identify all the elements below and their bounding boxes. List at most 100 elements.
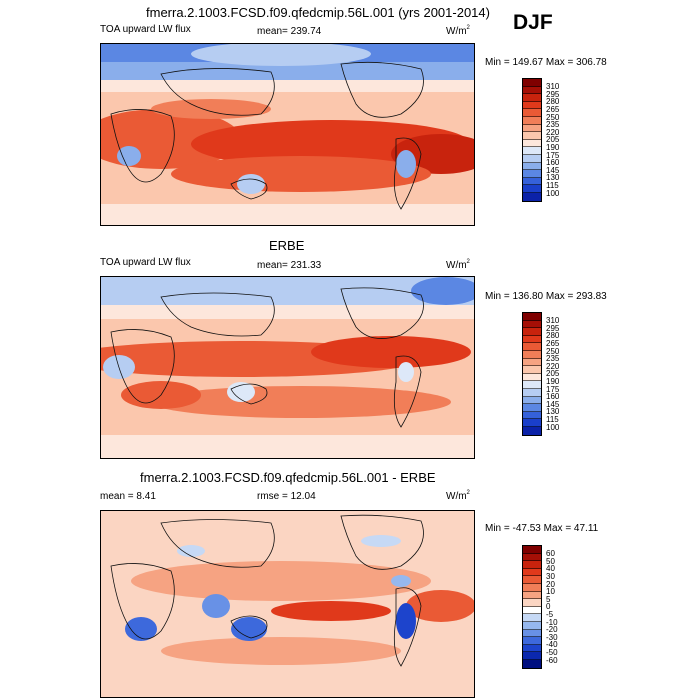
panel2-title: ERBE <box>269 238 305 253</box>
colorbar-label: -5 <box>546 609 554 619</box>
panel3-rmse-label: rmse = 12.04 <box>257 491 316 502</box>
colorbar-cell <box>523 659 541 668</box>
colorbar-cell <box>523 411 541 420</box>
colorbar-cell <box>523 185 541 193</box>
colorbar-cell <box>523 546 541 554</box>
panel2-colorbar-cells <box>523 313 541 435</box>
colorbar-cell <box>523 328 541 336</box>
colorbar-cell <box>523 170 541 178</box>
colorbar-cell <box>523 381 541 389</box>
colorbar-label: 50 <box>546 556 555 566</box>
colorbar-cell <box>523 583 541 592</box>
colorbar-label: 145 <box>546 165 560 175</box>
colorbar-cell <box>523 576 541 584</box>
colorbar-cell <box>523 313 541 321</box>
colorbar-label: -60 <box>546 655 558 665</box>
colorbar-label: 175 <box>546 384 560 394</box>
colorbar-label: 10 <box>546 587 555 597</box>
colorbar-cell <box>523 192 541 201</box>
colorbar-label: 20 <box>546 579 555 589</box>
colorbar-cell <box>523 350 541 359</box>
colorbar-cell <box>523 86 541 95</box>
colorbar-cell <box>523 644 541 653</box>
colorbar-label: 160 <box>546 392 560 402</box>
colorbar-label: 250 <box>546 346 560 356</box>
colorbar-label: 175 <box>546 150 560 160</box>
colorbar-label: 190 <box>546 142 560 152</box>
colorbar-label: 250 <box>546 112 560 122</box>
panel3-map-field <box>101 511 474 697</box>
colorbar-cell <box>523 396 541 405</box>
panel2-minmax: Min = 136.80 Max = 293.83 <box>485 291 607 302</box>
colorbar-cell <box>523 373 541 382</box>
panel1-mean-label: mean= 239.74 <box>257 26 322 37</box>
colorbar-label: 115 <box>546 180 559 190</box>
colorbar-cell <box>523 599 541 607</box>
colorbar-cell <box>523 343 541 351</box>
colorbar-cell <box>523 154 541 163</box>
colorbar-cell <box>523 561 541 569</box>
colorbar-label: 100 <box>546 188 560 198</box>
colorbar-cell <box>523 101 541 110</box>
colorbar-label: 190 <box>546 376 560 386</box>
panel2-colorbar <box>522 312 542 436</box>
panel3-map <box>100 510 475 698</box>
panel3-colorbar-cells <box>523 546 541 668</box>
colorbar-label: 265 <box>546 338 560 348</box>
colorbar-cell <box>523 79 541 87</box>
colorbar-cell <box>523 147 541 155</box>
colorbar-label: -10 <box>546 617 558 627</box>
colorbar-label: 30 <box>546 571 555 581</box>
colorbar-label: 100 <box>546 422 560 432</box>
colorbar-label: 295 <box>546 323 560 333</box>
panel2-mean-label: mean= 231.33 <box>257 260 322 271</box>
panel2-units: W/m2 <box>446 259 470 271</box>
colorbar-label: 160 <box>546 158 560 168</box>
colorbar-cell <box>523 614 541 622</box>
colorbar-cell <box>523 621 541 630</box>
colorbar-cell <box>523 637 541 645</box>
colorbar-cell <box>523 366 541 374</box>
panel2-map-field <box>101 277 474 458</box>
colorbar-cell <box>523 109 541 117</box>
colorbar-cell <box>523 320 541 329</box>
colorbar-label: 145 <box>546 399 560 409</box>
colorbar-cell <box>523 426 541 435</box>
colorbar-label: -40 <box>546 640 558 650</box>
panel1-units: W/m2 <box>446 25 470 37</box>
colorbar-label: 220 <box>546 127 560 137</box>
colorbar-cell <box>523 139 541 148</box>
colorbar-label: 5 <box>546 594 551 604</box>
colorbar-label: -50 <box>546 647 558 657</box>
colorbar-label: 295 <box>546 89 560 99</box>
colorbar-label: -20 <box>546 625 558 635</box>
panel1-colorbar <box>522 78 542 202</box>
panel1-title: fmerra.2.1003.FCSD.f09.qfedcmip.56L.001 … <box>146 5 490 20</box>
colorbar-cell <box>523 388 541 397</box>
panel3-title: fmerra.2.1003.FCSD.f09.qfedcmip.56L.001 … <box>140 470 436 485</box>
panel1-map-field <box>101 44 474 225</box>
colorbar-cell <box>523 162 541 171</box>
colorbar-label: 280 <box>546 97 560 107</box>
panel3-units: W/m2 <box>446 490 470 502</box>
colorbar-cell <box>523 591 541 600</box>
season-label: DJF <box>513 11 553 34</box>
colorbar-cell <box>523 404 541 412</box>
colorbar-label: 205 <box>546 369 560 379</box>
panel1-minmax: Min = 149.67 Max = 306.78 <box>485 57 607 68</box>
panel1-colorbar-cells <box>523 79 541 201</box>
colorbar-label: 310 <box>546 82 560 92</box>
colorbar-label: 130 <box>546 407 560 417</box>
colorbar-label: 265 <box>546 104 560 114</box>
colorbar-label: 310 <box>546 316 560 326</box>
colorbar-cell <box>523 116 541 125</box>
colorbar-label: 60 <box>546 549 555 559</box>
colorbar-cell <box>523 652 541 660</box>
colorbar-label: 280 <box>546 331 560 341</box>
colorbar-label: 115 <box>546 414 559 424</box>
colorbar-cell <box>523 568 541 577</box>
colorbar-label: 220 <box>546 361 560 371</box>
panel1-map <box>100 43 475 226</box>
panel2-variable-label: TOA upward LW flux <box>100 257 191 268</box>
colorbar-cell <box>523 335 541 344</box>
